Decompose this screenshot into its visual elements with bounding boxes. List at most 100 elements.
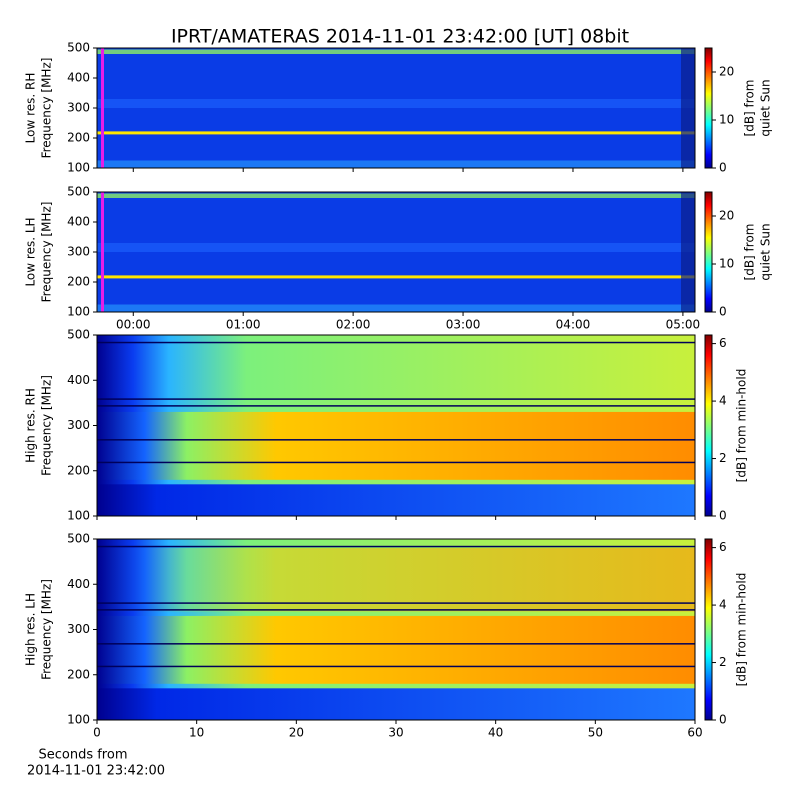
y-tick-label: 400 xyxy=(67,215,90,229)
colorbar-tick-label: 10 xyxy=(719,257,734,271)
y-tick-label: 100 xyxy=(67,509,90,523)
x-tick-label: 02:00 xyxy=(336,318,371,332)
y-tick-label: 100 xyxy=(67,305,90,319)
band xyxy=(97,609,695,611)
y-tick-label: 100 xyxy=(67,161,90,175)
y-tick-label: 200 xyxy=(67,667,90,681)
x-tick-label: 05:00 xyxy=(666,318,701,332)
band xyxy=(97,243,695,252)
x-tick-label: 30 xyxy=(388,726,403,740)
band xyxy=(681,48,695,168)
x-tick-label: 10 xyxy=(189,726,204,740)
y-tick-label: 500 xyxy=(67,532,90,546)
x-tick-label: 20 xyxy=(289,726,304,740)
spectrogram-image xyxy=(97,335,695,516)
colorbar-tick-label: 0 xyxy=(719,305,727,319)
x-tick-label: 50 xyxy=(588,726,603,740)
colorbar-tick-label: 20 xyxy=(719,65,734,79)
x-tick-label: 03:00 xyxy=(446,318,481,332)
x-axis-label: 2014-11-01 23:42:00 xyxy=(27,764,165,779)
y-tick-label: 500 xyxy=(67,328,90,342)
band xyxy=(97,461,695,464)
colorbar-tick-label: 4 xyxy=(719,598,727,612)
y-axis-label: Low res. RH xyxy=(24,73,38,144)
colorbar-label: [dB] from xyxy=(743,80,757,137)
colorbar-tick-label: 0 xyxy=(719,713,727,727)
band xyxy=(97,484,695,516)
colorbar-label: [dB] from min-hold xyxy=(735,369,749,483)
band xyxy=(97,131,695,135)
band xyxy=(97,405,695,407)
colorbar-tick-label: 6 xyxy=(719,336,727,350)
band xyxy=(97,548,695,612)
figure-title: IPRT/AMATERAS 2014-11-01 23:42:00 [UT] 0… xyxy=(171,26,629,48)
band xyxy=(97,398,695,400)
y-tick-label: 300 xyxy=(67,101,90,115)
colorbar xyxy=(704,47,713,169)
y-axis-label: Frequency [MHz] xyxy=(40,58,54,159)
y-axis-label: Frequency [MHz] xyxy=(40,579,54,680)
colorbar-tick-label: 20 xyxy=(719,209,734,223)
colorbar-tick-label: 6 xyxy=(719,540,727,554)
colorbar-label: quiet Sun xyxy=(759,79,773,136)
band xyxy=(97,99,695,108)
y-axis-label: Low res. LH xyxy=(24,217,38,286)
y-tick-label: 400 xyxy=(67,71,90,85)
spectrogram-image xyxy=(97,539,695,720)
colorbar-tick-label: 0 xyxy=(719,161,727,175)
band xyxy=(97,665,695,668)
y-axis-label: Frequency [MHz] xyxy=(40,202,54,303)
spectrogram-image xyxy=(97,192,695,312)
y-tick-label: 200 xyxy=(67,275,90,289)
band xyxy=(97,688,695,720)
colorbar-label: quiet Sun xyxy=(759,223,773,280)
spectrogram-image xyxy=(97,48,695,168)
colorbar-tick-label: 4 xyxy=(719,394,727,408)
band xyxy=(97,49,695,54)
colorbar-label: [dB] from min-hold xyxy=(735,573,749,687)
y-axis-label: High res. LH xyxy=(24,593,38,666)
y-tick-label: 100 xyxy=(67,713,90,727)
x-tick-label: 40 xyxy=(488,726,503,740)
y-axis-label: High res. RH xyxy=(24,388,38,463)
band xyxy=(97,602,695,604)
marker xyxy=(101,192,104,312)
colorbar-tick-label: 10 xyxy=(719,113,734,127)
x-tick-label: 01:00 xyxy=(226,318,261,332)
y-tick-label: 400 xyxy=(67,373,90,387)
band xyxy=(97,341,695,344)
x-tick-label: 00:00 xyxy=(116,318,151,332)
x-tick-label: 04:00 xyxy=(556,318,591,332)
y-axis-label: Frequency [MHz] xyxy=(40,375,54,476)
band xyxy=(681,192,695,312)
colorbar xyxy=(704,191,713,313)
y-tick-label: 300 xyxy=(67,622,90,636)
y-tick-label: 200 xyxy=(67,463,90,477)
band xyxy=(97,615,695,684)
marker xyxy=(101,48,104,168)
colorbar-label: [dB] from xyxy=(743,224,757,281)
y-tick-label: 300 xyxy=(67,245,90,259)
x-tick-label: 60 xyxy=(687,726,702,740)
band xyxy=(97,160,695,168)
band xyxy=(97,643,695,645)
colorbar-tick-label: 2 xyxy=(719,451,727,465)
y-tick-label: 500 xyxy=(67,41,90,55)
x-axis-label: Seconds from xyxy=(38,748,127,763)
band xyxy=(97,193,695,198)
band xyxy=(97,545,695,548)
x-tick-label: 0 xyxy=(93,726,101,740)
colorbar-tick-label: 0 xyxy=(719,509,727,523)
colorbar xyxy=(704,538,713,721)
band xyxy=(97,439,695,441)
band xyxy=(97,411,695,480)
y-tick-label: 200 xyxy=(67,131,90,145)
colorbar-tick-label: 2 xyxy=(719,655,727,669)
y-tick-label: 500 xyxy=(67,185,90,199)
y-tick-label: 400 xyxy=(67,577,90,591)
colorbar xyxy=(704,334,713,517)
band xyxy=(97,304,695,312)
y-tick-label: 300 xyxy=(67,418,90,432)
band xyxy=(97,275,695,279)
